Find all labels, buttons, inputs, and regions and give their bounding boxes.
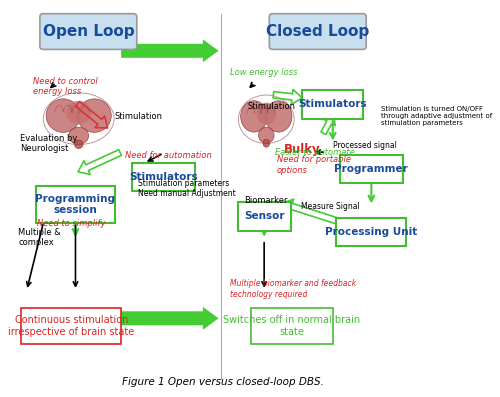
Text: Biomarker: Biomarker (244, 196, 288, 205)
Text: Need for automation: Need for automation (125, 151, 212, 160)
Text: Continuous stimulation
irrespective of brain state: Continuous stimulation irrespective of b… (8, 315, 134, 337)
Text: Open Loop: Open Loop (42, 24, 134, 39)
Ellipse shape (263, 139, 270, 147)
Ellipse shape (258, 127, 274, 143)
Ellipse shape (74, 140, 83, 148)
Text: Figure 1 Open versus closed-loop DBS.: Figure 1 Open versus closed-loop DBS. (122, 377, 324, 387)
Ellipse shape (46, 99, 80, 132)
Text: Switches off in normal brain
state: Switches off in normal brain state (224, 315, 360, 337)
Ellipse shape (78, 99, 111, 132)
Ellipse shape (240, 101, 268, 132)
FancyBboxPatch shape (238, 202, 290, 231)
Text: Easier to automate: Easier to automate (275, 148, 354, 157)
FancyBboxPatch shape (21, 308, 121, 345)
Text: Bulky: Bulky (284, 143, 320, 156)
FancyBboxPatch shape (336, 218, 406, 246)
FancyBboxPatch shape (270, 13, 366, 49)
FancyBboxPatch shape (40, 13, 137, 49)
Text: Programmer: Programmer (334, 164, 408, 174)
Text: Stimulators: Stimulators (298, 99, 367, 109)
Ellipse shape (66, 101, 91, 124)
Text: Programming
session: Programming session (36, 194, 116, 215)
Ellipse shape (69, 127, 88, 144)
Text: Low energy loss: Low energy loss (230, 68, 298, 77)
Text: Stimulation is turned ON/OFF
through adaptive adjustment of
stimulation paramete: Stimulation is turned ON/OFF through ada… (381, 106, 492, 126)
FancyBboxPatch shape (36, 186, 115, 223)
FancyBboxPatch shape (302, 90, 364, 119)
Ellipse shape (256, 102, 276, 125)
Text: Closed Loop: Closed Loop (266, 24, 370, 39)
Text: Need to simplify: Need to simplify (37, 219, 106, 228)
Text: Processed signal: Processed signal (333, 141, 396, 150)
Text: Sensor: Sensor (244, 211, 284, 221)
Text: Multiple &
complex: Multiple & complex (18, 228, 61, 247)
Text: Need to control
energy loss: Need to control energy loss (32, 77, 98, 96)
Text: Stimulation: Stimulation (114, 112, 162, 121)
FancyBboxPatch shape (340, 155, 403, 183)
Text: Processing Unit: Processing Unit (325, 227, 418, 237)
Text: Stimulation parameters
Need manual Adjustment: Stimulation parameters Need manual Adjus… (138, 179, 235, 198)
Text: Measure Signal: Measure Signal (300, 202, 360, 211)
Ellipse shape (265, 101, 292, 132)
FancyBboxPatch shape (250, 308, 334, 345)
Text: Stimulators: Stimulators (129, 172, 198, 182)
Text: Stimulation: Stimulation (247, 102, 295, 111)
Text: Evaluation by
Neurologist: Evaluation by Neurologist (20, 134, 77, 153)
FancyBboxPatch shape (132, 162, 195, 191)
Text: Multiple biomarker and feedback
technology required: Multiple biomarker and feedback technolo… (230, 279, 356, 299)
Text: Need for portable
options: Need for portable options (277, 155, 351, 175)
